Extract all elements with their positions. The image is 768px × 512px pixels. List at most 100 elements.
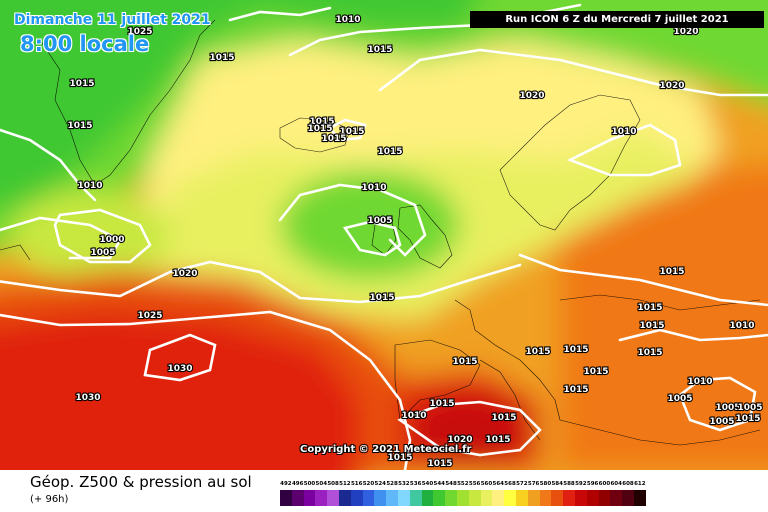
scale-label: 508 xyxy=(327,481,339,487)
scale-label: 584 xyxy=(551,481,563,487)
scale-label: 544 xyxy=(433,481,445,487)
scale-label: 516 xyxy=(350,481,363,487)
scale-swatch xyxy=(280,490,292,506)
scale-label: 532 xyxy=(398,481,410,487)
isobar-labels: 1010102510151015101510151020101510151015… xyxy=(66,14,763,470)
scale-label: 540 xyxy=(421,481,434,487)
scale-color-bar xyxy=(280,490,646,506)
geopotential-field xyxy=(0,0,768,470)
scale-swatch xyxy=(421,490,434,506)
scale-swatch xyxy=(492,490,505,506)
scale-label: 576 xyxy=(527,481,540,487)
isobar-label: 1015 xyxy=(429,399,454,409)
isobar-label: 1015 xyxy=(69,79,94,89)
isobar-label: 1010 xyxy=(77,181,102,191)
isobar-label: 1015 xyxy=(377,147,402,157)
scale-swatch xyxy=(633,490,646,506)
forecast-time: 8:00 locale xyxy=(20,32,150,56)
scale-swatch xyxy=(386,490,398,506)
scale-label: 600 xyxy=(598,481,611,487)
scale-label: 500 xyxy=(303,481,316,487)
coastlines xyxy=(0,19,761,446)
isobar-label: 1020 xyxy=(172,269,197,279)
isobar-label: 1020 xyxy=(519,91,544,101)
scale-label: 608 xyxy=(622,481,634,487)
isobar-label: 1020 xyxy=(447,435,472,445)
scale-swatch xyxy=(468,490,481,506)
scale-swatch xyxy=(327,490,339,506)
scale-swatch xyxy=(433,490,446,506)
scale-swatch xyxy=(456,490,469,506)
isobar-label: 1030 xyxy=(75,393,100,403)
scale-label: 612 xyxy=(634,481,646,487)
forecast-lead-time: (+ 96h) xyxy=(30,494,69,505)
scale-swatch xyxy=(551,490,564,506)
scale-label: 552 xyxy=(457,481,469,487)
scale-swatch xyxy=(362,490,375,506)
scale-label: 556 xyxy=(468,481,481,487)
scale-label: 520 xyxy=(362,481,375,487)
scale-swatch xyxy=(338,490,351,506)
scale-label: 568 xyxy=(504,481,516,487)
scale-swatch xyxy=(409,490,422,506)
isobar-label: 1005 xyxy=(367,216,392,226)
isobar-label: 1015 xyxy=(563,345,588,355)
scale-swatch xyxy=(374,490,387,506)
isobar-label: 1005 xyxy=(90,248,115,258)
scale-swatch xyxy=(515,490,528,506)
model-run-label: Run ICON 6 Z du Mercredi 7 juillet 2021 xyxy=(470,11,764,28)
scale-swatch xyxy=(527,490,540,506)
isobar-label: 1015 xyxy=(735,414,760,424)
scale-swatch xyxy=(504,490,516,506)
isobar-label: 1015 xyxy=(583,367,608,377)
scale-swatch xyxy=(539,490,552,506)
isobar-label: 1015 xyxy=(369,293,394,303)
isobar-label: 1015 xyxy=(525,347,550,357)
isobar-label: 1015 xyxy=(307,124,332,134)
scale-label: 496 xyxy=(291,481,304,487)
color-scale-legend: 492 496 500 504 508 512 516 520 524 528 532 536 540 5… xyxy=(280,478,646,506)
scale-swatch xyxy=(563,490,575,506)
isobar-label: 1015 xyxy=(637,303,662,313)
scale-label: 512 xyxy=(339,481,351,487)
scale-swatch xyxy=(291,490,304,506)
scale-swatch xyxy=(350,490,363,506)
isobar-label: 1010 xyxy=(361,183,386,193)
scale-label: 536 xyxy=(409,481,422,487)
scale-label: 548 xyxy=(445,481,457,487)
scale-swatch xyxy=(445,490,457,506)
scale-label: 560 xyxy=(480,481,493,487)
isobar-label: 1015 xyxy=(637,348,662,358)
isobar-label: 1015 xyxy=(387,453,412,463)
scale-swatch xyxy=(574,490,587,506)
scale-swatch xyxy=(622,490,634,506)
copyright-notice: Copyright © 2021 Meteociel.fr xyxy=(300,444,472,455)
isobar-label: 1015 xyxy=(639,321,664,331)
isobar-label: 1010 xyxy=(611,127,636,137)
isobar-label: 1015 xyxy=(309,117,334,127)
isobar-label: 1015 xyxy=(563,385,588,395)
scale-value-labels: 492 496 500 504 508 512 516 520 524 528 532 536 540 5… xyxy=(280,478,646,490)
isobar-label: 1015 xyxy=(659,267,684,277)
isobar-label: 1015 xyxy=(209,53,234,63)
isobar-label: 1015 xyxy=(321,134,346,144)
isobar-label: 1015 xyxy=(485,435,510,445)
scale-label: 524 xyxy=(374,481,387,487)
isobar-label: 1010 xyxy=(729,321,754,331)
isobar-label: 1010 xyxy=(401,411,426,421)
isobar-label: 1015 xyxy=(67,121,92,131)
scale-label: 588 xyxy=(563,481,575,487)
isobar-label: 1015 xyxy=(452,357,477,367)
scale-swatch xyxy=(598,490,611,506)
isobar-label: 1015 xyxy=(339,127,364,137)
scale-swatch xyxy=(480,490,493,506)
isobar-label: 1005 xyxy=(737,403,762,413)
scale-label: 492 xyxy=(280,481,292,487)
isobar-label: 1030 xyxy=(167,364,192,374)
isobars xyxy=(0,3,768,470)
isobar-label: 1015 xyxy=(491,413,516,423)
isobar-label: 1015 xyxy=(367,45,392,55)
scale-swatch xyxy=(315,490,328,506)
isobar-label: 1010 xyxy=(687,377,712,387)
